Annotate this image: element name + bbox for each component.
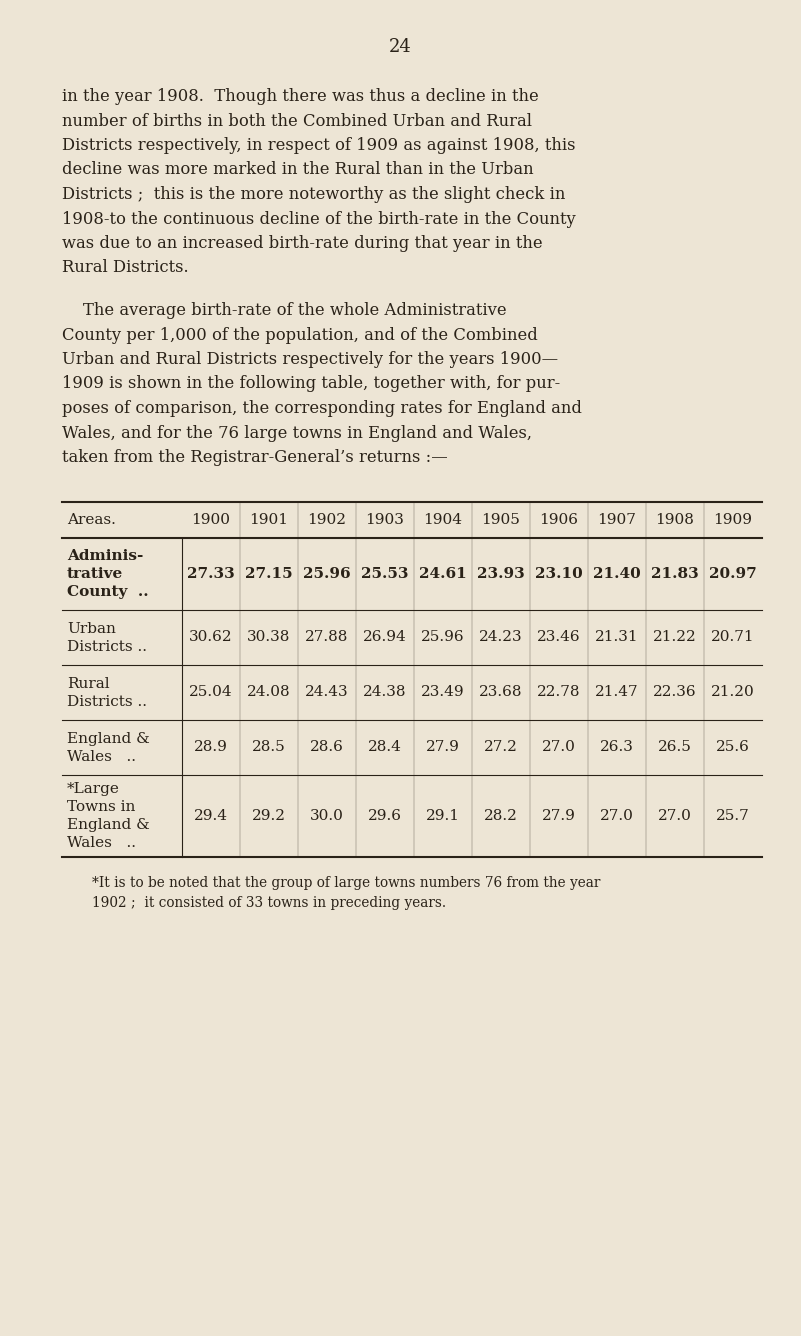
Text: Rural: Rural bbox=[67, 677, 110, 691]
Text: number of births in both the Combined Urban and Rural: number of births in both the Combined Ur… bbox=[62, 112, 532, 130]
Text: 27.9: 27.9 bbox=[426, 740, 460, 754]
Text: 1908‐to the continuous decline of the birth-rate in the County: 1908‐to the continuous decline of the bi… bbox=[62, 211, 576, 227]
Text: 28.4: 28.4 bbox=[368, 740, 402, 754]
Text: 24.23: 24.23 bbox=[479, 631, 523, 644]
Text: 24.08: 24.08 bbox=[248, 685, 291, 699]
Text: 29.6: 29.6 bbox=[368, 808, 402, 823]
Text: 26.5: 26.5 bbox=[658, 740, 692, 754]
Text: poses of comparison, the corresponding rates for England and: poses of comparison, the corresponding r… bbox=[62, 399, 582, 417]
Text: 1902: 1902 bbox=[308, 513, 347, 526]
Text: Districts ..: Districts .. bbox=[67, 695, 147, 708]
Text: Urban: Urban bbox=[67, 621, 116, 636]
Text: 27.0: 27.0 bbox=[658, 808, 692, 823]
Text: 1903: 1903 bbox=[365, 513, 405, 526]
Text: was due to an increased birth-rate during that year in the: was due to an increased birth-rate durin… bbox=[62, 235, 542, 253]
Text: 27.88: 27.88 bbox=[305, 631, 348, 644]
Text: 25.96: 25.96 bbox=[304, 566, 351, 581]
Text: 29.4: 29.4 bbox=[194, 808, 228, 823]
Text: 29.2: 29.2 bbox=[252, 808, 286, 823]
Text: 25.6: 25.6 bbox=[716, 740, 750, 754]
Text: Wales, and for the 76 large towns in England and Wales,: Wales, and for the 76 large towns in Eng… bbox=[62, 425, 532, 441]
Text: 1904: 1904 bbox=[424, 513, 462, 526]
Text: 26.3: 26.3 bbox=[600, 740, 634, 754]
Text: 26.94: 26.94 bbox=[363, 631, 407, 644]
Text: 1906: 1906 bbox=[540, 513, 578, 526]
Text: England &: England & bbox=[67, 818, 150, 832]
Text: 25.7: 25.7 bbox=[716, 808, 750, 823]
Text: 25.53: 25.53 bbox=[361, 566, 409, 581]
Text: Rural Districts.: Rural Districts. bbox=[62, 259, 188, 277]
Text: 1909: 1909 bbox=[714, 513, 752, 526]
Text: 29.1: 29.1 bbox=[426, 808, 460, 823]
Text: 25.04: 25.04 bbox=[189, 685, 233, 699]
Text: 27.9: 27.9 bbox=[542, 808, 576, 823]
Text: England &: England & bbox=[67, 732, 150, 745]
Text: 28.6: 28.6 bbox=[310, 740, 344, 754]
Text: *It is to be noted that the group of large towns numbers 76 from the year: *It is to be noted that the group of lar… bbox=[92, 876, 601, 891]
Text: 27.15: 27.15 bbox=[245, 566, 293, 581]
Text: 21.20: 21.20 bbox=[711, 685, 755, 699]
Text: Wales   ..: Wales .. bbox=[67, 749, 136, 764]
Text: trative: trative bbox=[67, 568, 123, 581]
Text: 21.83: 21.83 bbox=[651, 566, 699, 581]
Text: The average birth-rate of the whole Administrative: The average birth-rate of the whole Admi… bbox=[62, 302, 506, 319]
Text: *Large: *Large bbox=[67, 782, 120, 796]
Text: Towns in: Towns in bbox=[67, 800, 135, 814]
Text: Areas.: Areas. bbox=[67, 513, 116, 526]
Text: 23.49: 23.49 bbox=[421, 685, 465, 699]
Text: County per 1,000 of the population, and of the Combined: County per 1,000 of the population, and … bbox=[62, 326, 537, 343]
Text: 30.62: 30.62 bbox=[189, 631, 233, 644]
Text: Districts ..: Districts .. bbox=[67, 640, 147, 653]
Text: 24: 24 bbox=[388, 37, 412, 56]
Text: 23.93: 23.93 bbox=[477, 566, 525, 581]
Text: 30.0: 30.0 bbox=[310, 808, 344, 823]
Text: 1909 is shown in the following table, together with, for pur-: 1909 is shown in the following table, to… bbox=[62, 375, 560, 393]
Text: Urban and Rural Districts respectively for the years 1900—: Urban and Rural Districts respectively f… bbox=[62, 351, 558, 367]
Text: 21.47: 21.47 bbox=[595, 685, 639, 699]
Text: 21.40: 21.40 bbox=[593, 566, 641, 581]
Text: 1908: 1908 bbox=[655, 513, 694, 526]
Text: 23.46: 23.46 bbox=[537, 631, 581, 644]
Text: 25.96: 25.96 bbox=[421, 631, 465, 644]
Text: 20.97: 20.97 bbox=[709, 566, 757, 581]
Text: 27.0: 27.0 bbox=[600, 808, 634, 823]
Text: Districts respectively, in respect of 1909 as against 1908, this: Districts respectively, in respect of 19… bbox=[62, 138, 575, 154]
Text: 21.22: 21.22 bbox=[653, 631, 697, 644]
Text: decline was more marked in the Rural than in the Urban: decline was more marked in the Rural tha… bbox=[62, 162, 533, 179]
Text: 1900: 1900 bbox=[191, 513, 231, 526]
Text: 24.38: 24.38 bbox=[363, 685, 407, 699]
Text: County  ..: County .. bbox=[67, 585, 149, 600]
Text: 28.5: 28.5 bbox=[252, 740, 286, 754]
Text: 1901: 1901 bbox=[249, 513, 288, 526]
Text: 20.71: 20.71 bbox=[711, 631, 755, 644]
Text: 27.33: 27.33 bbox=[187, 566, 235, 581]
Text: 1905: 1905 bbox=[481, 513, 521, 526]
Text: taken from the Registrar-General’s returns :—: taken from the Registrar-General’s retur… bbox=[62, 449, 448, 466]
Text: 1907: 1907 bbox=[598, 513, 637, 526]
Text: 30.38: 30.38 bbox=[248, 631, 291, 644]
Text: Adminis-: Adminis- bbox=[67, 549, 143, 564]
Text: Districts ;  this is the more noteworthy as the slight check in: Districts ; this is the more noteworthy … bbox=[62, 186, 566, 203]
Text: 27.0: 27.0 bbox=[542, 740, 576, 754]
Text: 23.10: 23.10 bbox=[535, 566, 583, 581]
Text: 24.43: 24.43 bbox=[305, 685, 348, 699]
Text: 22.78: 22.78 bbox=[537, 685, 581, 699]
Text: Wales   ..: Wales .. bbox=[67, 836, 136, 850]
Text: 28.2: 28.2 bbox=[484, 808, 518, 823]
Text: 22.36: 22.36 bbox=[653, 685, 697, 699]
Text: 27.2: 27.2 bbox=[484, 740, 518, 754]
Text: 28.9: 28.9 bbox=[194, 740, 228, 754]
Text: in the year 1908.  Though there was thus a decline in the: in the year 1908. Though there was thus … bbox=[62, 88, 539, 106]
Text: 23.68: 23.68 bbox=[479, 685, 523, 699]
Text: 21.31: 21.31 bbox=[595, 631, 639, 644]
Text: 1902 ;  it consisted of 33 towns in preceding years.: 1902 ; it consisted of 33 towns in prece… bbox=[92, 896, 446, 911]
Text: 24.61: 24.61 bbox=[419, 566, 467, 581]
